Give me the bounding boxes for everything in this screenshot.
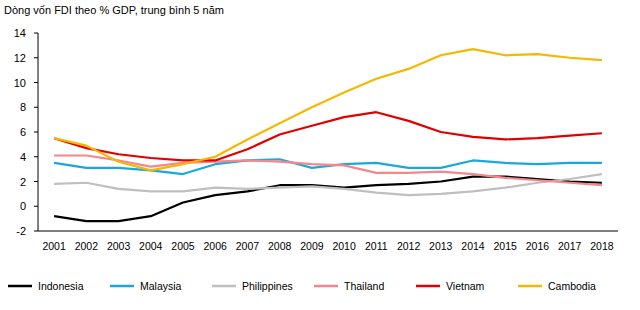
legend-label: Philippines — [242, 280, 293, 292]
y-tick-label: 4 — [20, 151, 26, 163]
y-tick-label: 6 — [20, 126, 26, 138]
y-tick-label: 2 — [20, 176, 26, 188]
legend-label: Vietnam — [446, 280, 485, 292]
x-tick-label: 2011 — [365, 240, 388, 252]
legend-label: Thailand — [344, 280, 384, 292]
legend-label: Malaysia — [140, 280, 182, 292]
series-line — [54, 177, 602, 222]
y-tick — [34, 181, 38, 182]
y-tick-label: 14 — [14, 27, 26, 39]
y-axis — [38, 33, 39, 231]
x-tick-label: 2018 — [590, 240, 614, 252]
legend-swatch — [8, 285, 32, 288]
legend-swatch — [314, 285, 338, 288]
y-tick-label: 0 — [20, 200, 26, 212]
y-tick — [34, 33, 38, 34]
series-line — [54, 156, 602, 186]
x-tick-label: 2008 — [268, 240, 292, 252]
series-line — [54, 112, 602, 160]
legend-swatch — [518, 285, 542, 288]
y-tick-label: -2 — [16, 225, 26, 237]
x-tick-label: 2014 — [461, 240, 485, 252]
x-tick-label: 2003 — [107, 240, 131, 252]
y-tick — [34, 231, 38, 232]
series-line — [54, 49, 602, 170]
x-tick-label: 2013 — [429, 240, 453, 252]
x-tick-label: 2004 — [139, 240, 163, 252]
y-tick — [34, 107, 38, 108]
x-tick-label: 2006 — [204, 240, 228, 252]
legend-label: Cambodia — [548, 280, 596, 292]
series-group — [54, 49, 602, 221]
x-tick-label: 2007 — [236, 240, 260, 252]
y-tick-label: 8 — [20, 101, 26, 113]
y-tick — [34, 206, 38, 207]
legend-swatch — [212, 285, 236, 288]
legend-label: Indonesia — [38, 280, 84, 292]
y-tick-label: 12 — [14, 52, 26, 64]
x-tick-label: 2009 — [300, 240, 324, 252]
x-tick-label: 2015 — [494, 240, 518, 252]
x-tick-label: 2012 — [397, 240, 421, 252]
y-tick — [34, 57, 38, 58]
x-tick-label: 2010 — [332, 240, 356, 252]
y-tick — [34, 156, 38, 157]
title: Dòng vốn FDI theo % GDP, trung bình 5 nă… — [4, 4, 224, 16]
legend-swatch — [110, 285, 134, 288]
y-tick — [34, 132, 38, 133]
y-tick — [34, 82, 38, 83]
x-tick-label: 2016 — [526, 240, 550, 252]
y-tick-label: 10 — [14, 77, 26, 89]
chart: Dòng vốn FDI theo % GDP, trung bình 5 nă… — [0, 0, 640, 310]
x-tick-label: 2002 — [75, 240, 99, 252]
series-line — [54, 174, 602, 195]
x-axis — [38, 231, 618, 232]
x-tick-label: 2001 — [42, 240, 66, 252]
legend-swatch — [416, 285, 440, 288]
x-tick-label: 2017 — [558, 240, 582, 252]
x-tick-label: 2005 — [171, 240, 195, 252]
